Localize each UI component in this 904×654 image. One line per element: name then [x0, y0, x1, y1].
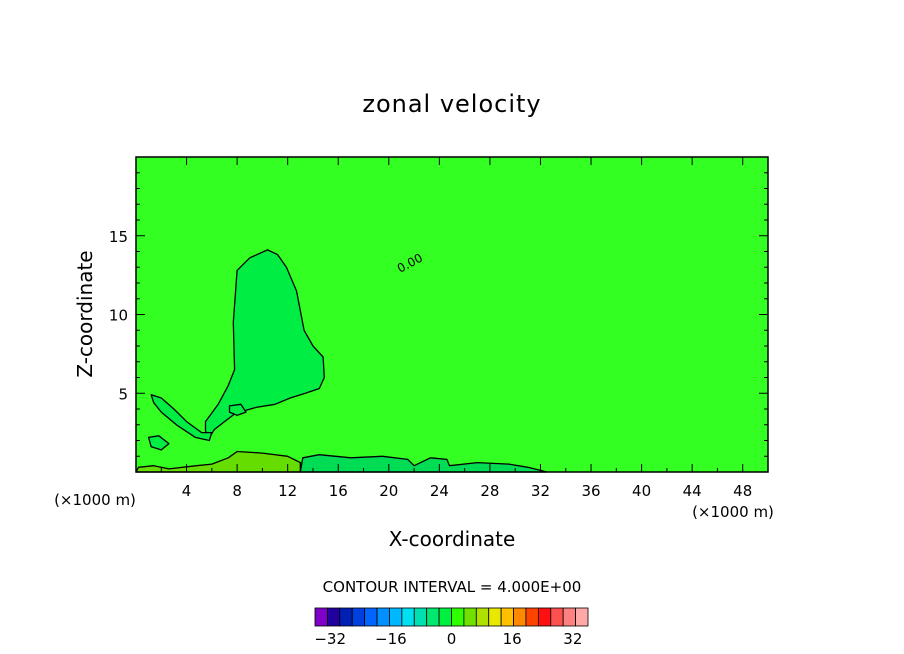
colorbar-tick-label: −16	[375, 630, 407, 648]
colorbar-swatch	[500, 607, 514, 627]
x-tick-label: 4	[182, 482, 192, 500]
y-tick-label: 5	[118, 385, 128, 403]
contour-region-lower-left-band	[135, 450, 301, 473]
chart-title: zonal velocity	[362, 90, 541, 118]
contour-region-lower-right-band	[299, 454, 548, 473]
x-tick-label: 40	[632, 482, 651, 500]
colorbar-swatch	[314, 607, 328, 627]
colorbar-swatch	[413, 607, 428, 627]
x-tick-label: 32	[531, 482, 550, 500]
x-axis-ticks: 4 8 12 16 20 24 28 32 36 40 44 48	[160, 157, 752, 500]
contour-regions	[135, 249, 548, 473]
y-axis-ticks: 5 10 15	[109, 172, 768, 457]
x-tick-label: 8	[232, 482, 242, 500]
contour-region-small-lobe-a	[147, 435, 170, 451]
colorbar-swatch	[426, 607, 440, 627]
x-tick-label: 20	[379, 482, 398, 500]
x-tick-label: 44	[683, 482, 702, 500]
colorbar-swatch	[389, 607, 403, 627]
colorbar-swatch	[488, 607, 502, 627]
x-tick-label: 16	[329, 482, 348, 500]
x-unit-left: (×1000 m)	[54, 491, 136, 509]
colorbar-swatch	[327, 607, 341, 627]
colorbar-swatch	[463, 607, 477, 627]
colorbar-swatch	[401, 607, 415, 627]
colorbar-swatch	[562, 607, 576, 627]
colorbar-swatch	[351, 607, 366, 627]
colorbar-swatch	[513, 607, 527, 627]
colorbar-swatch	[537, 607, 552, 627]
colorbar-swatch	[550, 607, 564, 627]
contour-background	[136, 157, 768, 472]
x-tick-label: 36	[581, 482, 600, 500]
colorbar-tick-label: 0	[447, 630, 457, 648]
x-tick-label: 12	[278, 482, 297, 500]
contour-region-left-lobe	[150, 394, 213, 442]
colorbar-tick-label: −32	[314, 630, 346, 648]
colorbar-swatch	[376, 607, 390, 627]
y-tick-label: 15	[109, 228, 128, 246]
colorbar-tick-label: 16	[503, 630, 522, 648]
x-tick-label: 48	[733, 482, 752, 500]
colorbar-swatch	[451, 607, 465, 627]
x-unit-right: (×1000 m)	[692, 503, 774, 521]
x-tick-label: 28	[480, 482, 499, 500]
colorbar-tick-labels: −32 −16 0 16 32	[314, 630, 582, 648]
contour-interval-text: CONTOUR INTERVAL = 4.000E+00	[323, 578, 582, 596]
colorbar	[314, 607, 589, 627]
y-tick-label: 10	[109, 307, 128, 325]
contour-region-upper-positive-plume	[204, 249, 325, 439]
colorbar-swatch	[575, 607, 589, 627]
colorbar-swatch	[525, 607, 539, 627]
y-axis-title: Z-coordinate	[73, 250, 97, 377]
colorbar-swatch	[364, 607, 378, 627]
colorbar-swatch	[475, 607, 490, 627]
x-tick-label: 24	[430, 482, 449, 500]
colorbar-tick-label: 32	[563, 630, 582, 648]
contour-region-small-lobe-b	[228, 403, 247, 416]
colorbar-swatch	[438, 607, 452, 627]
x-axis-title: X-coordinate	[389, 527, 516, 551]
colorbar-swatch	[339, 607, 353, 627]
